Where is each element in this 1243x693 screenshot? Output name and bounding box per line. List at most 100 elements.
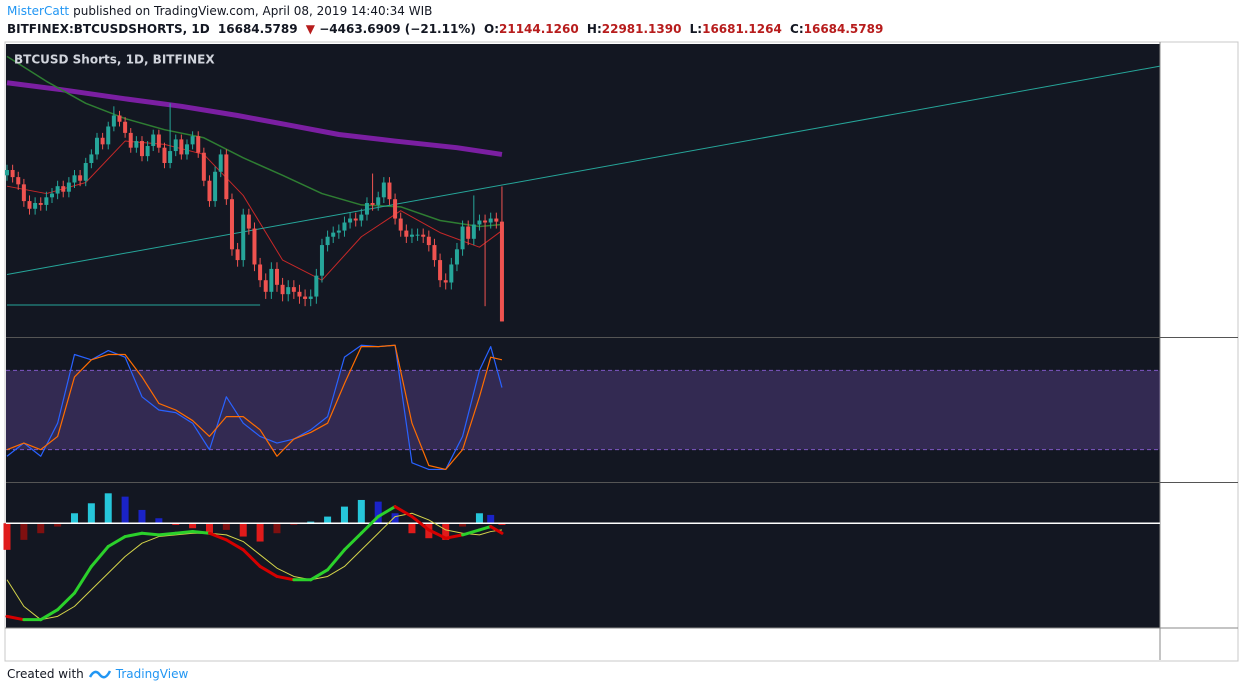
histogram-bar <box>121 496 129 524</box>
histogram-bar <box>239 523 247 537</box>
last-price: 16684.5789 <box>217 22 298 36</box>
candle-body <box>196 136 201 153</box>
candle-body <box>123 121 128 133</box>
candle-body <box>387 182 392 200</box>
histogram-bar <box>374 501 382 524</box>
indicator-line <box>6 80 503 157</box>
candle-body <box>201 152 206 181</box>
candle-body <box>89 154 94 164</box>
candle-body <box>477 220 482 225</box>
macd-segment <box>39 608 60 622</box>
candle-body <box>415 234 420 236</box>
ohlc-value: 16684.5789 <box>803 22 884 36</box>
macd-segment <box>224 538 245 552</box>
indicator-line <box>6 65 1161 276</box>
candle-body <box>190 136 195 145</box>
candle-body <box>291 287 296 292</box>
ohlc-value: 21144.1260 <box>499 22 579 36</box>
candle-body <box>94 137 99 155</box>
histogram-bar <box>138 509 146 524</box>
candle-body <box>359 214 364 221</box>
histogram-bar <box>290 523 298 525</box>
candle-body <box>235 249 240 261</box>
band <box>6 370 1160 450</box>
indicator-line <box>6 55 503 228</box>
candle-body <box>33 202 38 209</box>
candle-body <box>134 141 139 148</box>
macd-segment <box>157 531 178 537</box>
macd-segment <box>123 531 144 539</box>
price-pane <box>6 44 1160 337</box>
indicator-line <box>6 140 503 281</box>
candle-body <box>426 236 431 246</box>
candle-body <box>376 197 381 205</box>
brand[interactable]: TradingView <box>115 667 189 681</box>
candle-body <box>128 132 133 148</box>
macd-segment <box>174 530 195 535</box>
candle-body <box>151 134 156 147</box>
candle-body <box>258 264 263 281</box>
chart-title: BTCUSD Shorts, 1D, BITFINEX <box>14 53 215 67</box>
macd-segment <box>140 531 161 537</box>
macd-segment <box>427 528 448 540</box>
candle-body <box>263 280 268 292</box>
histogram-bar <box>408 523 416 534</box>
ohlc-label: L: <box>689 22 703 36</box>
candle-body <box>483 220 488 223</box>
candle-body <box>72 175 77 183</box>
histogram-bar <box>54 523 62 527</box>
candle-body <box>325 236 330 246</box>
candle-body <box>106 126 111 145</box>
candle-body <box>213 171 218 202</box>
histogram-bar <box>87 503 95 524</box>
histogram-bar <box>104 493 112 524</box>
candle-body <box>443 280 448 283</box>
candle-body <box>438 260 443 281</box>
histogram-bar <box>498 523 506 525</box>
candle-body <box>331 232 336 237</box>
candle-body <box>246 214 251 229</box>
signal-line <box>6 512 503 621</box>
candle-body <box>393 199 398 219</box>
candle-body <box>207 180 212 202</box>
macd-segment <box>207 531 228 542</box>
candle-body <box>297 291 302 297</box>
macd-segment <box>444 533 465 540</box>
histogram-bar <box>37 523 45 534</box>
histogram-bar <box>442 523 450 540</box>
histogram-bar <box>172 523 180 525</box>
ohlc-value: 22981.1390 <box>601 22 682 36</box>
candle-body <box>336 230 341 233</box>
candle-body <box>286 287 291 295</box>
candle-body <box>78 175 83 181</box>
candle-body <box>27 201 32 209</box>
candle-body <box>348 218 353 223</box>
candle-body <box>280 284 285 295</box>
macd-segment <box>241 548 262 568</box>
ohlc-label: C: <box>790 22 804 36</box>
histogram-bar <box>189 523 197 529</box>
macd-segment <box>5 614 26 622</box>
macd-segment <box>106 535 127 549</box>
macd-pane <box>6 483 1160 628</box>
candle-body <box>66 182 71 192</box>
macd-segment <box>89 545 110 568</box>
candle-body <box>49 193 54 198</box>
candle-body <box>218 154 223 172</box>
macd-segment <box>56 591 76 612</box>
author[interactable]: MisterCatt <box>7 4 70 18</box>
candle-body <box>162 147 167 164</box>
candle-body <box>499 221 504 322</box>
candle-body <box>224 154 229 200</box>
candle-body <box>111 115 116 127</box>
macd-segment <box>72 564 93 595</box>
candle-body <box>353 218 358 221</box>
histogram-bar <box>256 523 264 542</box>
histogram-bar <box>324 516 332 524</box>
candle-body <box>16 177 21 185</box>
histogram-bar <box>205 523 213 534</box>
candle-body <box>10 170 15 178</box>
histogram-bar <box>459 523 467 527</box>
change-arrow: ▼ <box>305 22 316 36</box>
